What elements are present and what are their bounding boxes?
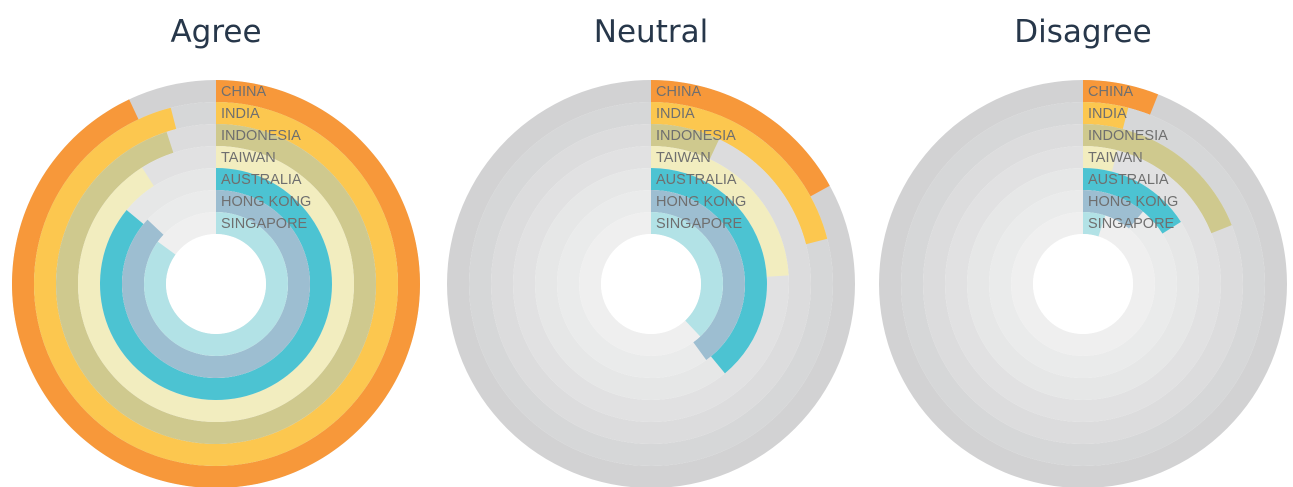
bar-disagree-hong-kong	[1083, 190, 1143, 229]
center-hole-agree	[166, 234, 266, 334]
label-agree-taiwan: TAIWAN	[221, 150, 276, 166]
label-neutral-india: INDIA	[656, 106, 695, 122]
label-disagree-hong-kong: HONG KONG	[1088, 194, 1178, 210]
rings-neutral: CHINA INDIA INDONESIA TAIWAN AUSTRALIA HONG K…	[447, 80, 855, 487]
track-disagree-singapore	[1011, 212, 1155, 356]
bar-disagree-india	[1083, 102, 1129, 130]
bar-disagree-taiwan	[1083, 146, 1118, 172]
center-hole-disagree	[1033, 234, 1133, 334]
label-agree-australia: AUSTRALIA	[221, 172, 302, 188]
label-agree-india: INDIA	[221, 106, 260, 122]
bar-neutral-indonesia	[651, 124, 720, 160]
label-neutral-hong-kong: HONG KONG	[656, 194, 746, 210]
bar-neutral-singapore	[651, 212, 724, 337]
label-disagree-india: INDIA	[1088, 106, 1127, 122]
label-agree-hong-kong: HONG KONG	[221, 194, 311, 210]
label-agree-china: CHINA	[221, 84, 266, 100]
center-hole-neutral	[601, 234, 701, 334]
label-neutral-china: CHINA	[656, 84, 701, 100]
label-disagree-taiwan: TAIWAN	[1088, 150, 1143, 166]
label-disagree-singapore: SINGAPORE	[1088, 216, 1175, 232]
bar-neutral-australia	[651, 168, 767, 374]
label-neutral-taiwan: TAIWAN	[656, 150, 711, 166]
rings-agree: CHINA INDIA INDONESIA TAIWAN AUSTRALIA HONG K…	[12, 80, 420, 487]
label-neutral-australia: AUSTRALIA	[656, 172, 737, 188]
panel-agree: Agree CHINA INDIA INDONESIA TAIWAN AUSTRALIA…	[12, 14, 420, 487]
bar-neutral-hong-kong	[651, 190, 745, 361]
panel-title-disagree: Disagree	[1014, 14, 1152, 50]
bar-neutral-china	[651, 80, 830, 197]
label-agree-singapore: SINGAPORE	[221, 216, 308, 232]
bar-disagree-singapore	[1083, 212, 1106, 237]
bar-disagree-australia	[1083, 168, 1181, 234]
label-disagree-indonesia: INDONESIA	[1088, 128, 1168, 144]
label-neutral-singapore: SINGAPORE	[656, 216, 743, 232]
bar-disagree-china	[1083, 80, 1159, 115]
panel-disagree: Disagree CHINA INDIA INDONESIA TAIWAN AUSTRA…	[879, 14, 1287, 487]
panel-title-agree: Agree	[170, 14, 261, 50]
bar-disagree-indonesia	[1083, 124, 1232, 234]
label-disagree-australia: AUSTRALIA	[1088, 172, 1169, 188]
bar-agree-singapore	[144, 212, 289, 356]
panel-title-neutral: Neutral	[594, 14, 708, 50]
rings-disagree: CHINA INDIA INDONESIA TAIWAN AUSTRALIA HONG K…	[879, 80, 1287, 487]
bar-neutral-taiwan	[651, 146, 789, 277]
label-disagree-china: CHINA	[1088, 84, 1133, 100]
label-neutral-indonesia: INDONESIA	[656, 128, 736, 144]
bar-neutral-india	[651, 102, 828, 245]
label-agree-indonesia: INDONESIA	[221, 128, 301, 144]
panel-neutral: Neutral CHINA INDIA INDONESIA TAIWAN AUSTRAL…	[447, 14, 855, 487]
